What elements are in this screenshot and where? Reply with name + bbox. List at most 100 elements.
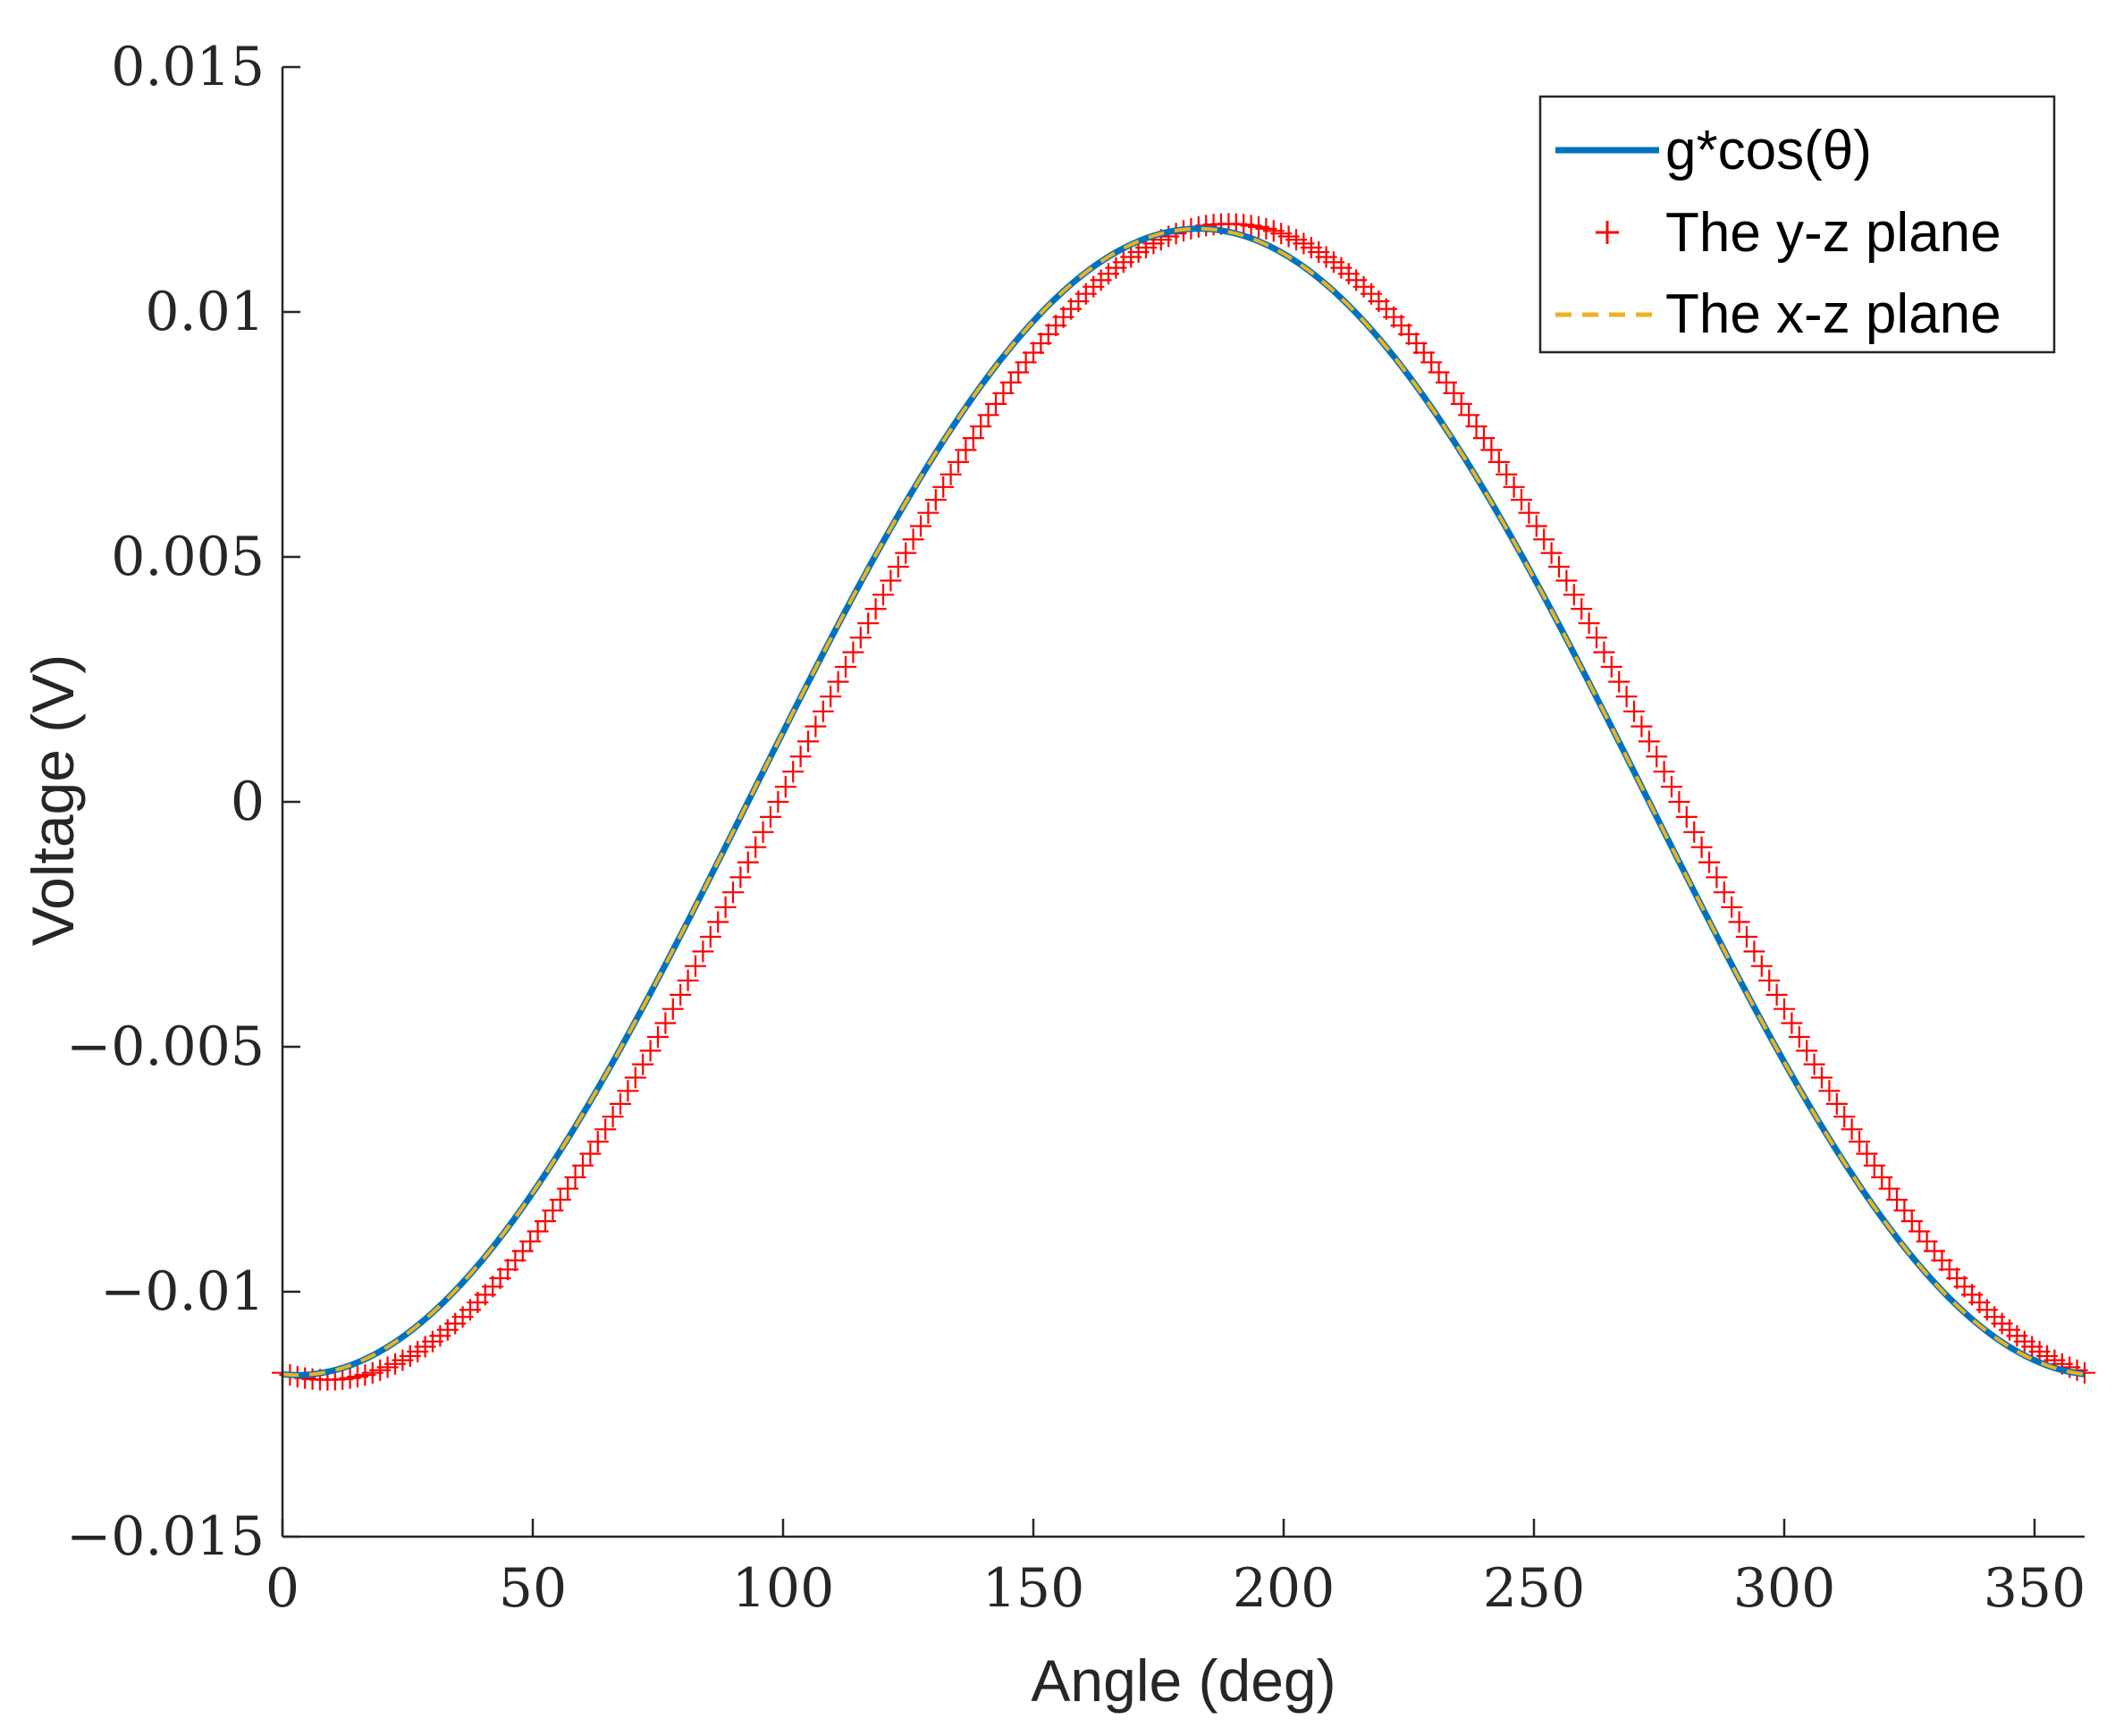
yz-data-point (835, 656, 856, 678)
yz-data-point (1578, 612, 1600, 635)
yz-data-point (1788, 1026, 1810, 1048)
yz-data-point (1608, 670, 1630, 693)
legend: g*cos(θ) The y-z plane The x-z plane (1538, 95, 2056, 354)
yz-data-point (774, 776, 796, 798)
yz-data-point (820, 686, 842, 708)
yz-data-point (1600, 656, 1622, 678)
yz-data-point (647, 1026, 669, 1048)
yz-data-point (1540, 542, 1563, 564)
yz-data-point (1465, 416, 1487, 437)
yz-data-point (1765, 983, 1788, 1006)
yz-data-point (805, 715, 827, 737)
yz-data-point (797, 730, 819, 753)
yz-data-point (1803, 1053, 1825, 1075)
legend-swatch-yz (1596, 221, 1619, 244)
x-tick-label: 50 (499, 1557, 567, 1620)
yz-data-point (1518, 501, 1540, 524)
legend-box (1538, 95, 2056, 354)
series-xz-plane-line (282, 226, 2086, 1378)
yz-data-point (1480, 439, 1503, 461)
yz-data-point (1713, 881, 1735, 904)
yz-data-point (1690, 836, 1713, 858)
yz-data-point (1818, 1080, 1841, 1102)
x-tick-label: 100 (732, 1557, 835, 1620)
yz-data-point (1473, 427, 1495, 450)
yz-data-point (1668, 791, 1690, 813)
yz-data-point (692, 940, 714, 963)
yz-data-point (948, 451, 969, 473)
yz-data-point (910, 515, 931, 537)
yz-data-point (760, 805, 781, 828)
x-tick-label: 0 (265, 1557, 299, 1620)
legend-entry-xz: The x-z plane (1555, 283, 2001, 345)
plot-area (272, 213, 2095, 1391)
yz-data-point (970, 416, 992, 437)
y-tick-label: 0.01 (145, 281, 265, 343)
yz-data-point (880, 569, 902, 592)
x-tick-label: 250 (1483, 1557, 1586, 1620)
yz-data-point (924, 489, 947, 511)
yz-data-point (1833, 1106, 1856, 1128)
yz-data-point (1533, 528, 1555, 551)
yz-data-point (812, 700, 834, 722)
yz-data-point (1638, 730, 1660, 753)
yz-data-point (722, 881, 744, 904)
yz-data-point (1623, 700, 1645, 722)
y-tick-label: 0 (231, 771, 265, 833)
yz-data-point (1841, 1118, 1863, 1141)
yz-data-point (1443, 382, 1465, 404)
yz-data-point (1856, 1142, 1878, 1165)
yz-data-point (1496, 463, 1518, 485)
yz-data-point (1630, 715, 1653, 737)
yz-data-point (610, 1092, 631, 1115)
yz-data-point (917, 501, 940, 524)
yz-data-point (1796, 1040, 1818, 1062)
yz-data-point (962, 427, 984, 450)
x-tick-label: 150 (982, 1557, 1085, 1620)
yz-data-point (977, 404, 999, 426)
y-axis-title: Voltage (V) (20, 654, 86, 947)
yz-data-point (707, 911, 729, 933)
yz-data-point (789, 746, 812, 768)
yz-data-point (1511, 489, 1532, 511)
yz-data-point (557, 1177, 579, 1200)
yz-data-point (654, 1012, 677, 1034)
x-tick-label: 350 (1984, 1557, 2086, 1620)
yz-data-point (1750, 955, 1773, 977)
yz-data-point (827, 670, 849, 693)
yz-data-point (1646, 746, 1668, 768)
yz-data-point (1781, 1012, 1803, 1034)
yz-data-point (1548, 556, 1570, 577)
yz-data-point (1563, 584, 1585, 606)
yz-data-point (737, 851, 759, 873)
yz-data-point (887, 556, 909, 577)
yz-data-point (1698, 851, 1720, 873)
y-ticks: −0.015 −0.01 −0.005 0 0.005 0.01 0.015 (66, 36, 300, 1568)
yz-data-point (594, 1118, 617, 1141)
yz-data-point (1615, 686, 1638, 708)
yz-data-point (857, 612, 880, 635)
yz-data-point (617, 1080, 639, 1102)
yz-data-point (586, 1131, 609, 1153)
yz-data-point (864, 598, 887, 620)
y-tick-label: −0.01 (100, 1260, 265, 1323)
yz-data-point (1458, 404, 1480, 426)
yz-data-point (1661, 776, 1682, 798)
yz-data-point (1706, 866, 1728, 889)
yz-data-point (752, 821, 774, 843)
y-tick-label: 0.005 (111, 526, 265, 588)
yz-data-point (955, 439, 977, 461)
yz-data-point (842, 641, 864, 663)
yz-data-point (1743, 940, 1765, 963)
yz-data-point (1825, 1092, 1848, 1115)
yz-data-point (1503, 476, 1525, 498)
legend-label-yz: The y-z plane (1665, 202, 2001, 264)
yz-data-point (564, 1167, 586, 1188)
legend-entry-cos: g*cos(θ) (1555, 120, 1872, 181)
x-tick-label: 300 (1733, 1557, 1836, 1620)
yz-data-point (1555, 569, 1578, 592)
yz-data-point (872, 584, 894, 606)
yz-data-point (1586, 627, 1607, 649)
yz-data-point (661, 998, 684, 1020)
